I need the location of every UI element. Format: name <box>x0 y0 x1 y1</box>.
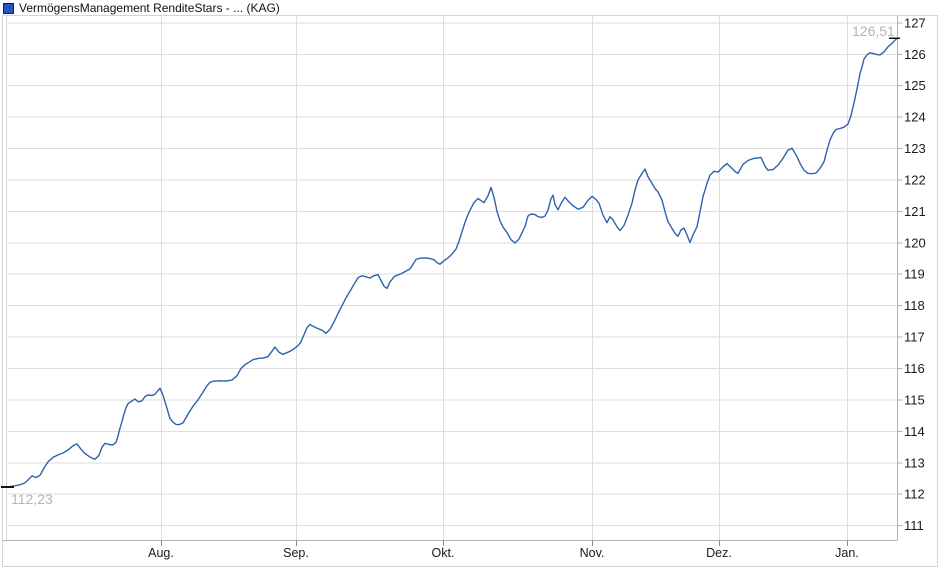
y-axis-label: 125 <box>904 78 926 93</box>
x-axis-label: Okt. <box>432 546 455 560</box>
y-axis-label: 113 <box>904 455 925 470</box>
series-end-value-label: 126,51 <box>852 23 895 39</box>
series-legend-square-icon <box>3 2 14 14</box>
y-axis-label: 118 <box>904 298 925 313</box>
chart-frame <box>2 15 938 567</box>
x-axis-label: Aug. <box>148 546 174 560</box>
x-axis-label: Jan. <box>835 546 859 560</box>
y-axis-label: 119 <box>904 267 925 282</box>
x-axis-label: Dez. <box>706 546 732 560</box>
y-axis-label: 124 <box>904 110 926 125</box>
y-axis-label: 116 <box>904 361 925 376</box>
chart-title: VermögensManagement RenditeStars - ... (… <box>19 1 280 15</box>
y-axis-label: 117 <box>904 330 925 345</box>
y-axis-label: 126 <box>904 47 926 62</box>
y-axis-label: 120 <box>904 235 926 250</box>
chart-legend: VermögensManagement RenditeStars - ... (… <box>3 1 280 15</box>
y-axis-label: 123 <box>904 141 926 156</box>
y-axis-label: 115 <box>904 392 925 407</box>
x-axis-label: Sep. <box>283 546 309 560</box>
y-axis-label: 114 <box>904 424 925 439</box>
y-axis-label: 121 <box>904 204 926 219</box>
x-axis-label: Nov. <box>580 546 605 560</box>
y-axis-label: 112 <box>904 487 925 502</box>
y-axis-label: 122 <box>904 172 926 187</box>
y-axis-label: 127 <box>904 15 926 30</box>
price-line <box>7 37 898 488</box>
series-start-value-label: 112,23 <box>11 491 53 507</box>
y-axis-label: 111 <box>904 518 924 533</box>
